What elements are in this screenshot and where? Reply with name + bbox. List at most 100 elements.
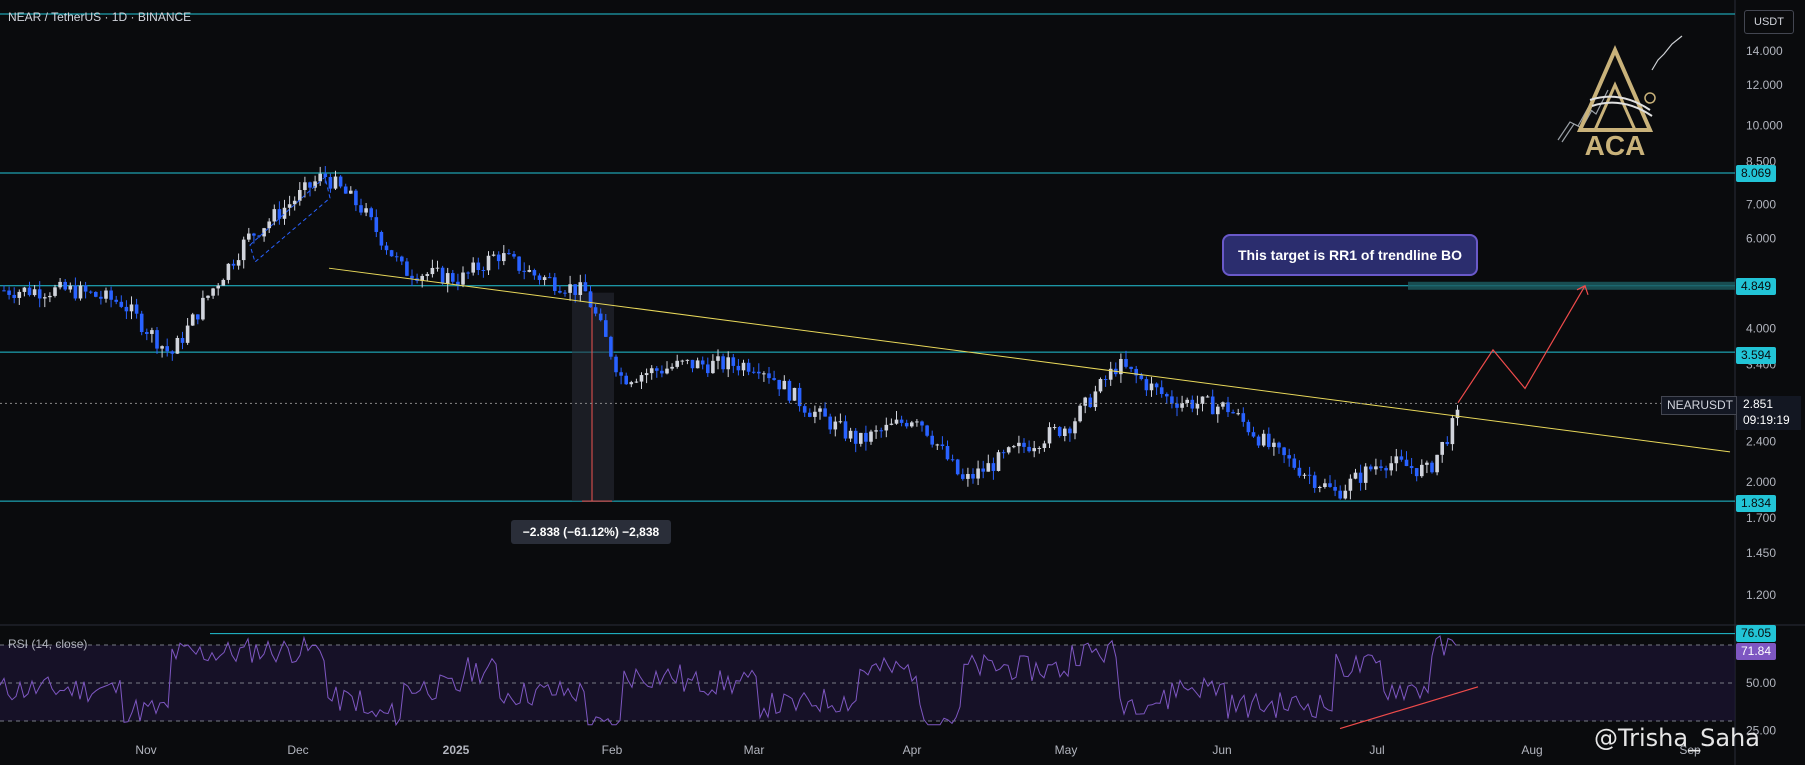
candle-body xyxy=(634,381,639,383)
candle-body xyxy=(145,332,149,334)
candle-body xyxy=(542,277,547,280)
candle-body xyxy=(1221,402,1225,407)
candle-body xyxy=(1129,366,1133,369)
measure-label[interactable]: −2.838 (−61.12%) −2,838 xyxy=(511,520,671,544)
candle-body xyxy=(17,291,22,298)
candle-body xyxy=(1103,379,1108,381)
candle-body xyxy=(425,274,430,276)
candle-body xyxy=(1323,483,1327,488)
candle-body xyxy=(1042,443,1047,449)
price-tick: 12.000 xyxy=(1746,78,1783,92)
candle-body xyxy=(1450,418,1455,445)
candle-body xyxy=(1445,442,1450,445)
candle-body xyxy=(405,261,409,276)
target-callout[interactable]: This target is RR1 of trendline BO xyxy=(1222,234,1478,276)
candle-body xyxy=(624,375,628,385)
candle-body xyxy=(313,181,317,188)
price-tick: 1.700 xyxy=(1746,511,1776,525)
candle-body xyxy=(328,177,333,189)
candle-body xyxy=(1154,383,1159,388)
candle-body xyxy=(787,380,792,401)
candle-body xyxy=(920,421,924,426)
candle-body xyxy=(578,282,583,295)
candle-body xyxy=(491,254,496,256)
candle-body xyxy=(201,297,205,320)
candle-body xyxy=(308,182,312,188)
candle-body xyxy=(614,356,618,373)
symbol-tag: NEARUSDT xyxy=(1661,396,1740,415)
current-price: 2.851 xyxy=(1743,397,1774,411)
candle-body xyxy=(690,359,695,369)
candle-body xyxy=(99,296,103,299)
candle-body xyxy=(609,336,613,357)
candle-body xyxy=(384,245,389,251)
candle-body xyxy=(430,267,435,275)
candle-body xyxy=(1343,490,1348,499)
candle-body xyxy=(420,275,424,281)
candle-body xyxy=(221,279,226,286)
candle-body xyxy=(1052,427,1057,429)
candle-body xyxy=(736,365,741,371)
candle-body xyxy=(706,364,710,374)
candle-body xyxy=(262,228,266,237)
candle-body xyxy=(971,473,975,479)
candle-body xyxy=(114,299,118,302)
candle-body xyxy=(864,432,868,442)
candle-body xyxy=(471,262,475,273)
rsi-current-badge: 71.84 xyxy=(1736,643,1777,660)
candle-body xyxy=(716,356,720,361)
candle-body xyxy=(486,255,491,271)
aca-logo: ACA xyxy=(1557,35,1683,160)
candle-body xyxy=(1047,427,1052,444)
time-label: Aug xyxy=(1521,743,1542,757)
candle-body xyxy=(629,382,634,385)
candle-body xyxy=(440,267,445,284)
candle-body xyxy=(1119,358,1123,375)
candle-body xyxy=(63,281,67,290)
candle-body xyxy=(160,346,164,349)
candle-body xyxy=(1231,412,1235,414)
candle-body xyxy=(1430,462,1434,473)
candle-body xyxy=(53,287,57,296)
candle-body xyxy=(757,371,761,374)
time-label: Mar xyxy=(744,743,765,757)
candle-body xyxy=(78,285,83,299)
candle-body xyxy=(267,221,271,229)
candle-body xyxy=(257,235,261,237)
candle-body xyxy=(746,362,751,372)
candle-body xyxy=(879,430,883,432)
candle-body xyxy=(1404,459,1409,467)
time-label: Feb xyxy=(602,743,623,757)
target-zone xyxy=(1408,281,1735,290)
candle-body xyxy=(1006,447,1011,453)
candle-body xyxy=(782,380,787,390)
candle-body xyxy=(553,277,557,291)
candle-body xyxy=(1180,402,1184,408)
candle-body xyxy=(991,463,996,471)
currency-button[interactable]: USDT xyxy=(1744,10,1794,34)
candle-body xyxy=(150,330,154,334)
candle-body xyxy=(813,411,817,417)
time-label: Jun xyxy=(1212,743,1231,757)
candle-body xyxy=(848,430,853,439)
time-label: Nov xyxy=(135,743,156,757)
candle-body xyxy=(741,362,746,371)
price-tick: 2.000 xyxy=(1746,475,1776,489)
candle-body xyxy=(655,368,659,371)
candle-body xyxy=(1440,442,1444,455)
candle-body xyxy=(1216,406,1220,415)
candle-body xyxy=(1267,433,1271,447)
candle-body xyxy=(1307,474,1312,476)
candle-body xyxy=(889,423,894,425)
trendline xyxy=(328,267,1731,453)
candle-body xyxy=(451,273,455,282)
candle-body xyxy=(22,287,27,292)
candle-body xyxy=(43,297,47,299)
candle-body xyxy=(1170,396,1174,404)
candle-body xyxy=(1333,486,1337,491)
candle-body xyxy=(910,422,914,427)
time-label: 2025 xyxy=(443,743,470,757)
candle-body xyxy=(517,256,521,271)
